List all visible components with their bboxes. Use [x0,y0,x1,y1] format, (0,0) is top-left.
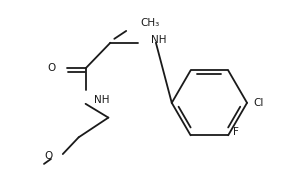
Text: CH₃: CH₃ [140,18,159,28]
Text: O: O [45,151,53,161]
Text: F: F [233,127,239,137]
Text: Cl: Cl [253,98,263,108]
Text: O: O [48,63,56,73]
Text: NH: NH [151,35,166,45]
Text: NH: NH [93,95,109,105]
